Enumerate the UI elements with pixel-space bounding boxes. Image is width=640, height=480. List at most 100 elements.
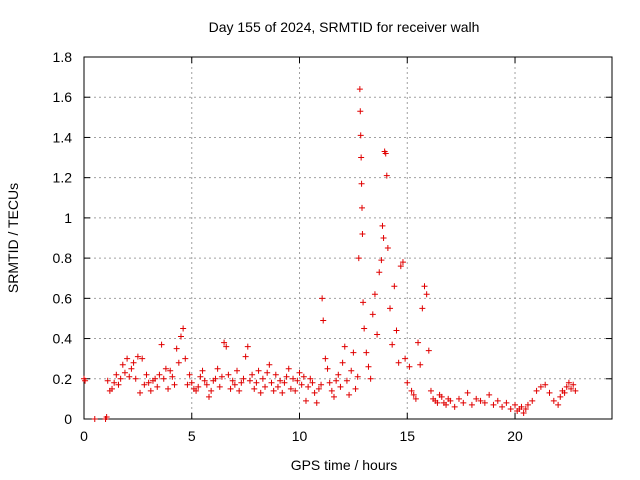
data-point xyxy=(524,401,531,408)
data-point xyxy=(529,397,536,404)
data-point xyxy=(395,359,402,366)
data-point xyxy=(270,387,277,394)
data-point xyxy=(512,401,519,408)
data-point xyxy=(399,259,406,266)
data-point xyxy=(367,375,374,382)
data-point xyxy=(324,365,331,372)
data-point xyxy=(134,353,141,360)
data-point xyxy=(296,369,303,376)
data-point xyxy=(175,359,182,366)
data-point xyxy=(546,389,553,396)
grid-lines xyxy=(84,57,612,419)
data-point xyxy=(348,367,355,374)
y-tick-label: 1.6 xyxy=(53,89,73,105)
data-point xyxy=(195,383,202,390)
data-point xyxy=(143,371,150,378)
data-point xyxy=(115,381,122,388)
data-point xyxy=(298,381,305,388)
data-point xyxy=(477,397,484,404)
data-point xyxy=(242,353,249,360)
data-point xyxy=(333,377,340,384)
data-point xyxy=(393,327,400,334)
data-point xyxy=(197,373,204,380)
data-point xyxy=(412,395,419,402)
data-point xyxy=(311,389,318,396)
data-point xyxy=(533,387,540,394)
data-point xyxy=(121,369,128,376)
data-point xyxy=(360,299,367,306)
data-point xyxy=(481,399,488,406)
data-point xyxy=(384,245,391,252)
data-point xyxy=(259,375,266,382)
data-point xyxy=(266,361,273,368)
data-point xyxy=(305,383,312,390)
data-point xyxy=(225,371,232,378)
data-point xyxy=(274,383,281,390)
data-point xyxy=(182,355,189,362)
data-point xyxy=(419,305,426,312)
data-point xyxy=(156,371,163,378)
data-point xyxy=(380,235,387,241)
data-point xyxy=(520,409,527,416)
data-point xyxy=(205,393,212,400)
data-point xyxy=(361,325,368,332)
data-point xyxy=(322,355,329,362)
data-point xyxy=(434,399,441,406)
data-point xyxy=(130,359,137,366)
data-point xyxy=(438,393,445,400)
data-point xyxy=(199,367,206,374)
data-point xyxy=(111,379,118,386)
data-point xyxy=(460,399,467,406)
data-point xyxy=(350,349,357,356)
data-point xyxy=(290,375,297,382)
data-point xyxy=(203,381,210,388)
data-point xyxy=(537,383,544,390)
data-point xyxy=(365,363,372,370)
data-point xyxy=(371,291,378,298)
data-point xyxy=(447,397,454,404)
data-point xyxy=(212,375,219,382)
x-tick-label: 20 xyxy=(507,428,523,444)
data-point xyxy=(425,347,432,354)
data-point xyxy=(455,395,462,402)
data-point xyxy=(167,367,174,374)
data-point xyxy=(292,387,299,394)
data-point xyxy=(188,379,195,386)
x-tick-label: 10 xyxy=(292,428,308,444)
data-point xyxy=(572,387,579,394)
data-point xyxy=(421,283,428,290)
data-point xyxy=(339,359,346,366)
data-point xyxy=(408,387,415,394)
axis-ticks: 0 5 10 15 20 0 0.2 0.4 0.6 0.8 1 1.2 1.4 1.6 1.8 xyxy=(53,49,612,444)
data-point xyxy=(221,339,228,346)
data-point xyxy=(184,381,191,388)
x-tick-label: 5 xyxy=(188,428,196,444)
data-point xyxy=(279,389,286,396)
data-point xyxy=(236,387,243,394)
data-point xyxy=(302,397,309,404)
data-point xyxy=(109,385,116,392)
data-point xyxy=(216,383,223,390)
data-point xyxy=(169,373,176,380)
data-point xyxy=(387,305,394,312)
data-point xyxy=(264,369,271,376)
data-point xyxy=(132,375,139,382)
data-point xyxy=(244,343,251,350)
data-points xyxy=(81,86,579,422)
data-point xyxy=(113,371,120,378)
data-point xyxy=(417,361,424,368)
data-point xyxy=(307,375,314,382)
data-point xyxy=(503,399,510,406)
data-point xyxy=(468,401,475,408)
data-point xyxy=(376,269,383,276)
data-point xyxy=(214,365,221,372)
data-point xyxy=(343,377,350,384)
data-point xyxy=(354,373,361,380)
data-point xyxy=(281,379,288,386)
data-point xyxy=(117,375,124,382)
data-point xyxy=(229,377,236,384)
data-point xyxy=(359,204,366,211)
data-point xyxy=(443,401,450,408)
data-point xyxy=(326,379,333,386)
